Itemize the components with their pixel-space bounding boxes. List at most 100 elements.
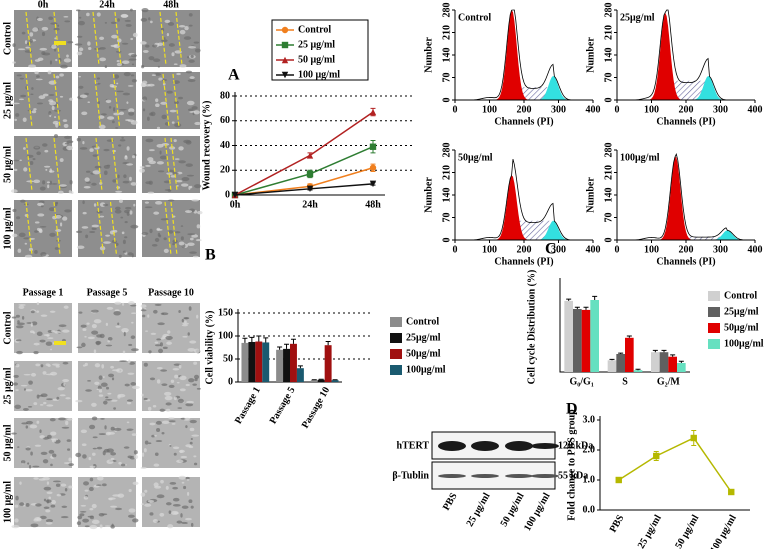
cell	[181, 505, 189, 509]
cell	[90, 309, 99, 313]
cell	[161, 432, 165, 435]
cell	[18, 303, 26, 306]
cell	[34, 71, 39, 75]
cell	[87, 515, 94, 518]
cell	[36, 301, 40, 306]
cell	[18, 232, 26, 238]
cell	[130, 8, 133, 12]
cell	[125, 23, 132, 27]
bar	[310, 380, 318, 382]
cell	[188, 24, 193, 27]
row-label: 100 μg/ml	[2, 481, 13, 523]
cell	[50, 371, 58, 376]
cell	[76, 521, 82, 526]
micrograph	[78, 200, 136, 257]
cell	[159, 155, 168, 160]
cell	[35, 363, 41, 367]
point	[281, 71, 289, 79]
cell	[122, 350, 126, 354]
cell	[196, 387, 201, 390]
cell	[25, 502, 30, 507]
y-tick-label: 0	[603, 238, 614, 243]
cell	[152, 518, 158, 523]
cell	[99, 36, 105, 40]
cell	[110, 399, 118, 402]
axes	[237, 309, 342, 383]
cell	[50, 330, 56, 333]
cell	[14, 168, 18, 172]
cell	[193, 462, 198, 466]
error-bar	[566, 298, 572, 301]
y-tick-label: 0	[603, 98, 614, 103]
cell	[30, 93, 34, 96]
cell	[89, 230, 96, 234]
error-bar	[583, 306, 589, 310]
cell	[30, 322, 33, 327]
y-tick-label: 3.0	[583, 414, 596, 425]
x-tick-label: 300	[713, 244, 728, 255]
point	[690, 434, 697, 442]
cell	[82, 518, 90, 523]
wound-edge	[53, 137, 61, 192]
lane-label: PBS	[441, 491, 460, 513]
cell	[127, 252, 133, 256]
cell	[83, 496, 89, 500]
wound-edge	[25, 11, 33, 66]
cell	[124, 19, 131, 22]
cell	[191, 434, 200, 437]
cell	[119, 111, 125, 116]
cell	[131, 348, 139, 352]
error-bar	[652, 349, 658, 353]
cell	[159, 408, 166, 412]
cell	[59, 184, 67, 187]
cell	[150, 111, 156, 117]
cell	[85, 389, 92, 392]
cell	[46, 499, 50, 504]
x-tick-label: 50 μg/ml	[673, 513, 701, 549]
point	[306, 185, 314, 193]
cell	[194, 184, 202, 189]
cell	[173, 63, 178, 66]
cell	[129, 210, 133, 215]
row-label: 50 μg/ml	[2, 146, 13, 183]
y-axis-label: Number	[585, 37, 596, 73]
cell	[144, 489, 148, 493]
wound-edge	[164, 201, 172, 256]
cell	[161, 39, 168, 43]
cell	[164, 19, 171, 24]
cell	[98, 513, 105, 517]
cell	[124, 236, 128, 239]
cell	[132, 155, 136, 159]
cell	[177, 398, 184, 404]
cell	[96, 77, 101, 80]
cell	[22, 117, 27, 123]
cell	[41, 51, 46, 56]
cell	[110, 524, 115, 529]
cell	[159, 342, 163, 347]
cell	[39, 403, 44, 406]
micrograph	[142, 303, 200, 353]
cell	[126, 146, 130, 151]
point	[615, 476, 622, 484]
cell	[44, 149, 49, 153]
cell	[11, 316, 17, 319]
cell	[84, 362, 88, 367]
legend-swatch	[708, 339, 720, 349]
cell	[156, 367, 163, 370]
cell	[82, 454, 87, 459]
x-axis-label: Channels (PI)	[494, 116, 553, 127]
cell	[111, 369, 120, 372]
legend-label: 50 μg/ml	[298, 54, 335, 65]
cell	[184, 210, 193, 213]
cell	[178, 96, 184, 100]
cell	[113, 74, 120, 79]
x-tick-label: 100	[644, 104, 659, 115]
x-tick-label: 0	[453, 244, 458, 255]
cell	[29, 32, 34, 37]
legend-label: 100μg/ml	[724, 338, 764, 349]
cell	[148, 160, 156, 165]
cell	[150, 332, 157, 335]
cell	[81, 342, 86, 348]
cell	[106, 306, 114, 310]
cell	[121, 136, 124, 139]
